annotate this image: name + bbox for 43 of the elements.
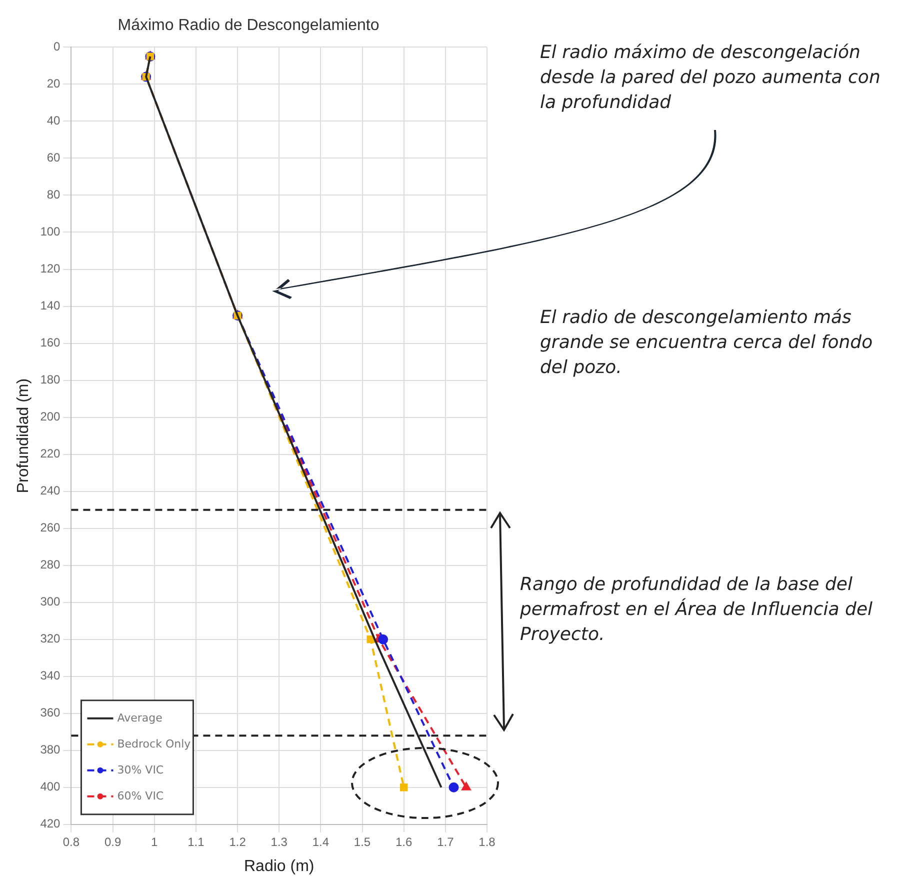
y-tick-label: 120	[40, 262, 61, 276]
x-tick-label: 1	[151, 834, 158, 849]
x-tick-label: 1.7	[437, 834, 454, 849]
y-tick-label: 100	[40, 224, 61, 239]
y-tick-label: 0	[54, 40, 61, 54]
text: El radio de descongelamiento más grande se encuentra cerca del fondo del pozo.	[540, 306, 874, 380]
x-tick-label: 1.8	[478, 834, 496, 849]
y-tick-label: 240	[40, 484, 61, 498]
y-tick-label: 80	[46, 188, 61, 202]
y-tick-label: 20	[46, 76, 61, 91]
x-tick-label: 0.8	[62, 834, 80, 849]
y-tick-label: 340	[40, 668, 61, 683]
x-tick-label: 1.3	[270, 834, 288, 849]
y-tick-label: 40	[46, 114, 61, 128]
y-tick-label: 380	[40, 742, 61, 757]
text: El radio máximo de descongelación desde la pared del pozo aumenta con la profundidad	[540, 41, 882, 115]
text: Rango de profundidad de la base del permafrost en el Área de Influencia del Proyecto.	[520, 573, 874, 647]
y-tick-label: 400	[40, 780, 61, 794]
y-tick-label: 180	[40, 372, 61, 387]
y-axis-title: Profundidad (m)	[15, 378, 32, 494]
y-tick-label: 220	[40, 446, 61, 461]
x-tick-label: 1.5	[354, 834, 371, 849]
y-tick-label: 260	[40, 520, 61, 535]
x-tick-label: 1.4	[312, 834, 330, 849]
legend-label: 60% VIC	[117, 789, 164, 802]
x-tick-label: 1.2	[229, 834, 246, 849]
y-tick-label: 160	[40, 336, 61, 350]
y-tick-label: 60	[46, 150, 61, 165]
legend-label: Average	[117, 711, 163, 724]
chart-title: Máximo Radio de Descongelamiento	[118, 17, 380, 34]
x-tick-label: 1.1	[188, 834, 205, 849]
y-tick-label: 300	[40, 594, 61, 609]
legend-label: 30% VIC	[117, 763, 164, 776]
y-tick-label: 140	[40, 298, 61, 313]
x-tick-label: 0.9	[104, 834, 122, 849]
y-tick-label: 320	[40, 632, 61, 646]
legend-label: Bedrock Only	[117, 737, 192, 750]
y-tick-label: 200	[40, 410, 61, 424]
x-axis-title: Radio (m)	[244, 858, 314, 875]
y-tick-label: 420	[40, 816, 61, 831]
y-tick-label: 280	[40, 558, 61, 572]
x-tick-label: 1.6	[396, 834, 413, 849]
y-tick-label: 360	[40, 706, 61, 720]
